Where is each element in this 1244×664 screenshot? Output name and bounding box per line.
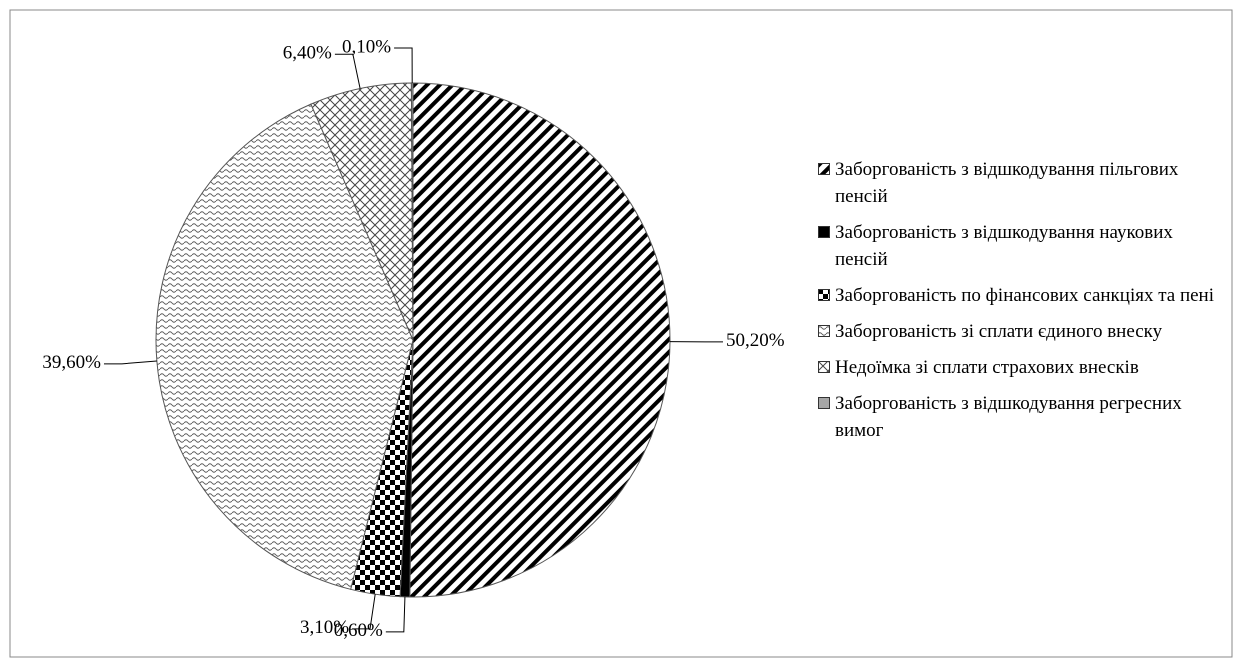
legend-item: Недоїмка зі сплати страхових внесків (818, 354, 1228, 381)
data-label: 6,40% (283, 43, 332, 64)
legend-swatch (818, 289, 830, 301)
legend-swatch-fill (819, 326, 830, 337)
legend: Заборгованість з відшкодування пільгових… (818, 156, 1228, 453)
legend-item: Заборгованість зі сплати єдиного внеску (818, 318, 1228, 345)
pie-slice (410, 83, 670, 597)
legend-swatch (818, 361, 830, 373)
data-label: 0,10% (342, 36, 391, 57)
leader-line (104, 361, 157, 364)
legend-item: Заборгованість з відшкодування наукових … (818, 219, 1228, 273)
legend-swatch-fill (819, 398, 830, 409)
legend-swatch (818, 397, 830, 409)
data-label: 39,60% (42, 352, 101, 373)
legend-label: Заборгованість з відшкодування пільгових… (835, 156, 1228, 210)
legend-item: Заборгованість з відшкодування регресних… (818, 390, 1228, 444)
legend-item: Заборгованість з відшкодування пільгових… (818, 156, 1228, 210)
legend-label: Недоїмка зі сплати страхових внесків (835, 354, 1139, 381)
legend-swatch (818, 226, 830, 238)
leader-line (386, 597, 405, 632)
legend-label: Заборгованість з відшкодування наукових … (835, 219, 1228, 273)
legend-label: Заборгованість з відшкодування регресних… (835, 390, 1228, 444)
legend-swatch (818, 325, 830, 337)
legend-swatch-fill (819, 362, 830, 373)
legend-swatch-fill (819, 227, 830, 238)
legend-label: Заборгованість зі сплати єдиного внеску (835, 318, 1162, 345)
leader-line (335, 54, 360, 88)
data-label: 50,20% (726, 330, 785, 351)
legend-swatch (818, 163, 830, 175)
legend-swatch-fill (819, 290, 830, 301)
leader-line (394, 48, 412, 83)
legend-label: Заборгованість по фінансових санкціях та… (835, 282, 1214, 309)
data-label: 3,10% (300, 617, 349, 638)
legend-swatch-fill (819, 164, 830, 175)
legend-item: Заборгованість по фінансових санкціях та… (818, 282, 1228, 309)
